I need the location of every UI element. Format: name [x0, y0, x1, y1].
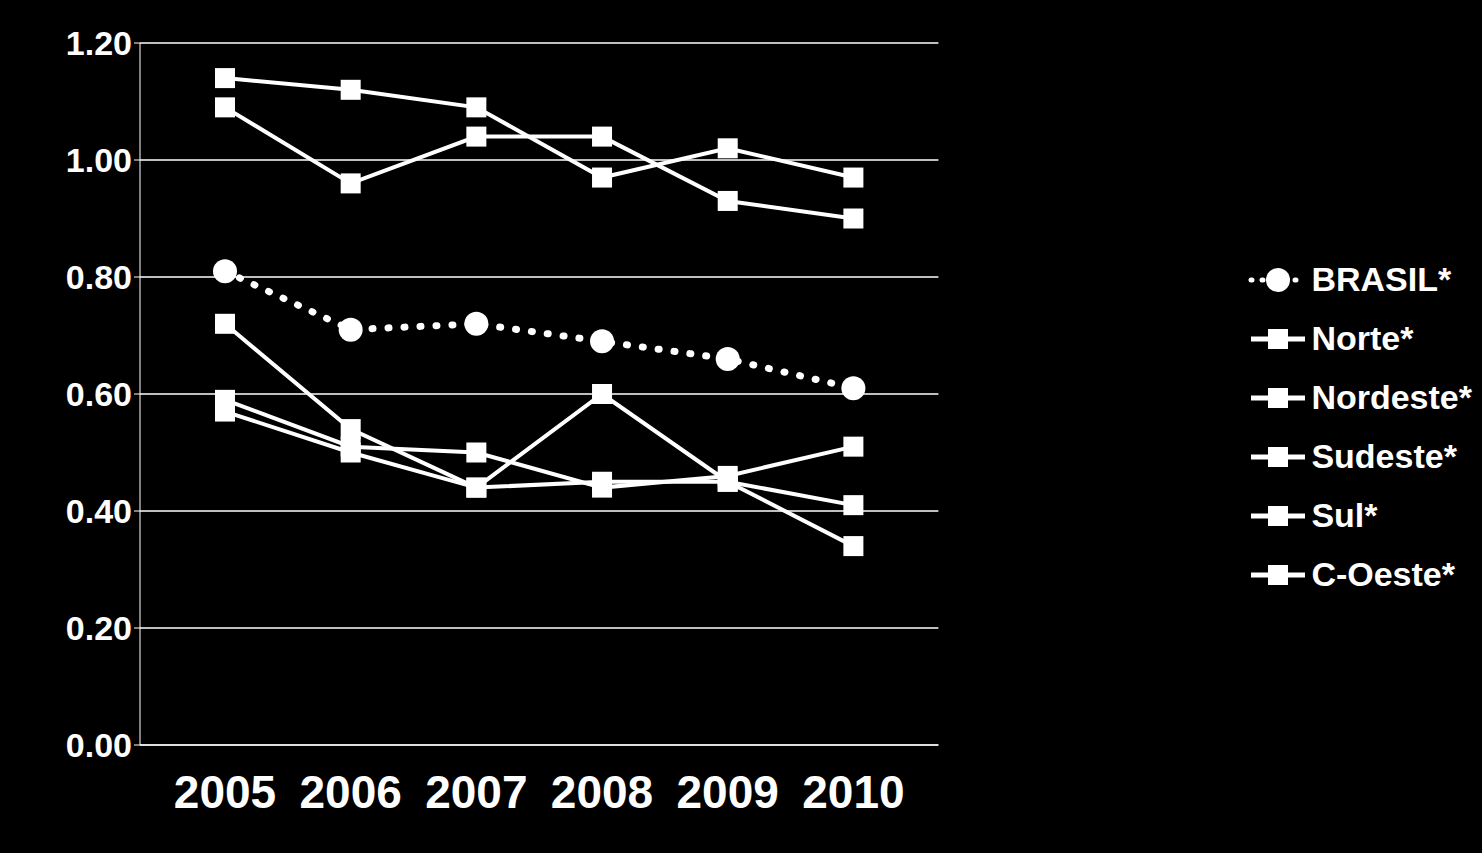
svg-text:0.80: 0.80: [66, 258, 132, 296]
html-text:Sudeste*: Sudeste*: [1311, 437, 1457, 475]
html-text:BRASIL*: BRASIL*: [1311, 260, 1452, 298]
svg-text:0.00: 0.00: [66, 726, 132, 764]
svg-text:2007: 2007: [425, 766, 527, 818]
svg-text:2010: 2010: [802, 766, 904, 818]
html-text:Nordeste*: Nordeste*: [1311, 378, 1472, 416]
svg-text:2005: 2005: [174, 766, 276, 818]
svg-text:0.60: 0.60: [66, 375, 132, 413]
svg-text:1.00: 1.00: [66, 141, 132, 179]
html-text:C-Oeste*: C-Oeste*: [1311, 555, 1455, 593]
svg-text:2009: 2009: [677, 766, 779, 818]
html-text:Norte*: Norte*: [1311, 319, 1414, 357]
svg-text:0.20: 0.20: [66, 609, 132, 647]
svg-text:1.20: 1.20: [66, 24, 132, 62]
svg-text:2006: 2006: [300, 766, 402, 818]
html-text:Sul*: Sul*: [1311, 496, 1378, 534]
svg-text:0.40: 0.40: [66, 492, 132, 530]
svg-text:2008: 2008: [551, 766, 653, 818]
